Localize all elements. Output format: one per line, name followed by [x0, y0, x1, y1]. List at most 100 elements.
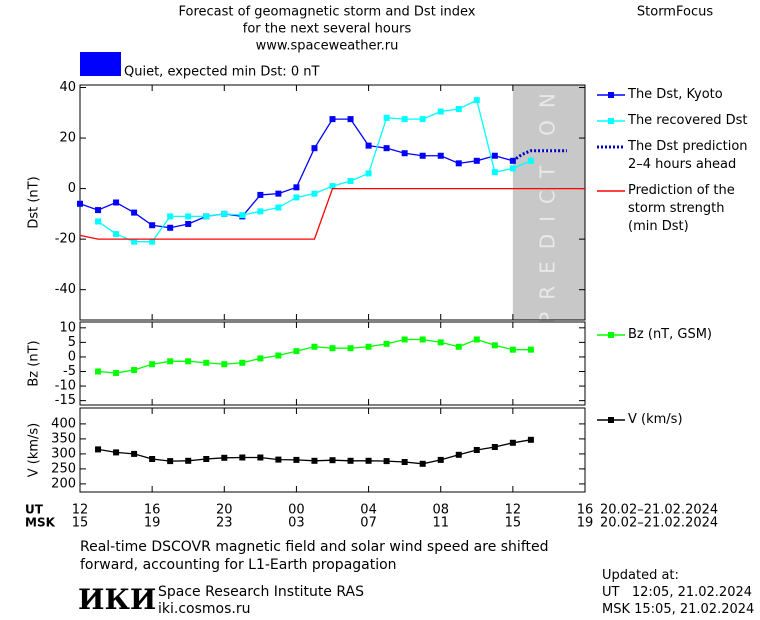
- data-point: [239, 359, 246, 366]
- y-tick-label: 350: [51, 431, 76, 446]
- plot-frame: [79, 407, 586, 493]
- x-tick-label: 12: [505, 503, 522, 518]
- data-point: [329, 457, 336, 464]
- data-point: [131, 209, 138, 216]
- data-point: [527, 157, 534, 164]
- x2-tick-label: 03: [288, 516, 305, 531]
- institute: Space Research Institute RAS: [158, 584, 364, 600]
- y-tick-label: 40: [59, 80, 76, 95]
- data-point: [131, 450, 138, 457]
- y-tick-label: 10: [59, 320, 76, 335]
- data-point: [437, 456, 444, 463]
- data-point: [221, 454, 228, 461]
- data-point: [401, 116, 408, 123]
- data-point: [77, 200, 83, 207]
- data-point: [329, 183, 336, 190]
- data-point: [257, 454, 264, 461]
- brand: StormFocus: [637, 5, 713, 20]
- legend-label: The Dst, Kyoto: [628, 87, 723, 102]
- data-point: [221, 361, 228, 368]
- data-point: [383, 458, 390, 465]
- data-point: [257, 355, 264, 362]
- data-point: [275, 204, 282, 211]
- y-tick-label: 250: [51, 461, 76, 476]
- data-point: [311, 457, 318, 464]
- data-point: [167, 358, 174, 365]
- data-point: [293, 456, 300, 463]
- data-point: [419, 116, 426, 123]
- data-point: [347, 345, 354, 352]
- x2-tick-label: 23: [216, 516, 233, 531]
- date-range: 20.02–21.02.2024: [600, 503, 718, 518]
- data-point: [311, 145, 318, 152]
- y-tick-label: 0: [68, 181, 76, 196]
- data-point: [311, 343, 318, 350]
- data-point: [275, 190, 282, 197]
- y-axis-label: Dst (nT): [27, 176, 42, 228]
- series-line: [511, 149, 567, 163]
- title-line: www.spaceweather.ru: [256, 39, 399, 54]
- data-point: [185, 457, 192, 464]
- x-tick-label: 20: [216, 503, 233, 518]
- legend-marker: [608, 417, 614, 423]
- legend-marker: [608, 118, 614, 124]
- legend-label: Bz (nT, GSM): [628, 327, 713, 342]
- note-line: forward, accounting for L1-Earth propaga…: [80, 557, 397, 573]
- updated-msk: MSK 15:05, 21.02.2024: [602, 602, 755, 617]
- data-point: [491, 152, 498, 159]
- prediction-zone: [512, 85, 585, 320]
- y-tick-label: -10: [55, 379, 76, 394]
- data-point: [185, 213, 192, 220]
- data-point: [527, 346, 534, 353]
- data-point: [437, 152, 444, 159]
- data-point: [113, 449, 120, 456]
- data-point: [473, 447, 480, 453]
- x2-tick-label: 15: [505, 516, 522, 531]
- updated-ut: UT 12:05, 21.02.2024: [602, 585, 753, 600]
- data-point: [419, 336, 426, 343]
- data-point: [203, 456, 210, 462]
- data-point: [473, 336, 480, 343]
- data-point: [113, 369, 120, 376]
- data-point: [401, 150, 408, 157]
- data-point: [257, 191, 264, 198]
- data-point: [149, 238, 156, 245]
- y-tick-label: -5: [63, 364, 76, 379]
- data-point: [455, 343, 462, 350]
- legend-label: The recovered Dst: [628, 113, 748, 128]
- data-point: [437, 339, 444, 346]
- x-tick-label: 04: [360, 503, 377, 518]
- data-point: [473, 97, 480, 104]
- data-point: [149, 361, 156, 368]
- y-tick-label: 300: [51, 446, 76, 461]
- prediction-label: PREDICTION: [535, 81, 559, 324]
- series-line: [97, 99, 532, 243]
- data-point: [455, 160, 462, 167]
- x2-tick-label: 19: [577, 516, 594, 531]
- data-point: [347, 178, 354, 185]
- legend-label: The Dst prediction 2–4 hours ahead: [628, 139, 748, 172]
- data-point: [329, 116, 336, 123]
- data-point: [221, 210, 228, 217]
- data-point: [473, 157, 480, 164]
- data-point: [131, 238, 138, 245]
- title-line: for the next several hours: [243, 22, 412, 37]
- data-point: [149, 456, 156, 462]
- data-point: [275, 456, 282, 463]
- data-point: [113, 199, 120, 206]
- data-point: [383, 340, 390, 347]
- x-tick-label: 16: [144, 503, 161, 518]
- data-point: [365, 457, 372, 464]
- data-point: [185, 220, 192, 227]
- data-point: [113, 231, 120, 238]
- site: iki.cosmos.ru: [158, 601, 251, 617]
- date-range: 20.02–21.02.2024: [600, 516, 718, 531]
- data-point: [203, 359, 210, 366]
- y-tick-label: 400: [51, 416, 76, 431]
- data-point: [167, 213, 174, 220]
- data-point: [275, 352, 282, 359]
- x2-tick-label: 15: [72, 516, 89, 531]
- data-point: [365, 343, 372, 350]
- data-point: [401, 459, 408, 465]
